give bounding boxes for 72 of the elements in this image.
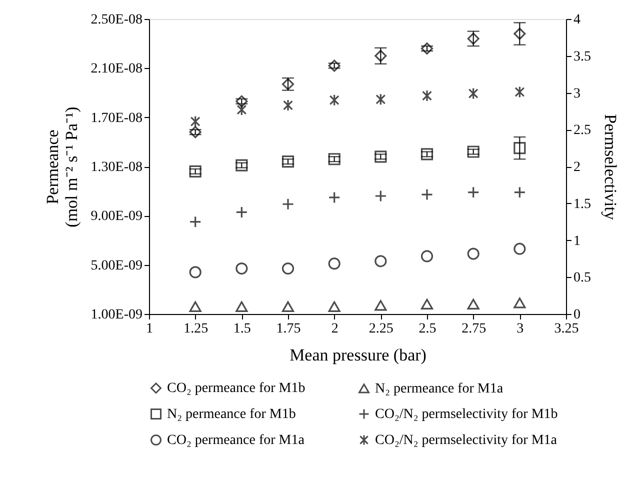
x-tick-label: 2.5 [418,322,436,336]
point [420,298,434,310]
y-tick-label: 1.70E-08 [90,110,142,126]
legend-label: CO₂/N₂ permselectivity for M1b [375,407,558,422]
point [236,301,248,312]
x-tick-label: 1.5 [233,322,251,336]
point [236,95,248,108]
point [189,301,202,312]
x-tick-label: 1.25 [184,322,208,336]
x-tick-label: 3.25 [554,322,579,336]
y-tick-label: 5.00E-09 [90,258,142,274]
point [468,87,478,100]
legend-label: N₂ permeance for M1b [167,407,296,422]
x-tick-label: 1.75 [276,322,301,336]
y-tick-label: 2.10E-08 [90,62,142,77]
point [329,94,340,106]
legend-label: CO₂ permeance for M1a [167,433,306,448]
point [467,248,480,260]
point [283,99,293,112]
point [467,146,480,158]
point [328,301,340,312]
y2-tick-label: 0 [574,308,580,322]
x-axis-title: Mean pressure (bar) [290,346,426,364]
y2-tick-label: 1 [574,234,580,249]
y2-axis-title: Permselectivity [601,114,620,220]
legend-label: CO₂ permeance for M1b [167,381,306,396]
y-tick-label: 1.30E-08 [90,160,142,175]
x-tick-label: 2 [331,322,338,336]
legend-label: CO₂/N₂ permselectivity for M1a [375,433,558,448]
x-tick-label: 3 [516,322,524,336]
point [282,156,294,168]
y2-tick-label: 3.5 [574,49,591,64]
point [374,50,387,62]
x-tick-label: 2.25 [368,322,394,336]
y-tick-label: 2.50E-08 [90,12,142,28]
y2-tick-label: 4 [574,12,580,28]
legend-label: N₂ permeance for M1a [375,381,504,396]
x-tick-label: 1 [146,322,153,336]
point [190,115,200,128]
x-tick-label: 2.75 [462,322,486,336]
point [236,262,248,275]
point [374,255,387,268]
point [236,159,248,172]
y-tick-label: 9.00E-09 [90,209,142,224]
point [328,258,340,270]
point [420,250,434,262]
y2-tick-label: 2 [574,160,580,175]
y2-tick-label: 2.5 [574,123,591,138]
point [420,42,434,55]
point [328,153,340,166]
point [282,301,294,312]
y-axis-title: Permeance (mol m⁻² s⁻¹ Pa⁻¹) [42,106,81,228]
point [328,60,340,72]
point [374,150,387,163]
point [374,300,387,311]
point [514,86,525,98]
point [422,90,432,102]
point [282,262,294,275]
point [189,126,202,138]
y-tick-label: 1.00E-09 [90,308,142,322]
y2-tick-label: 3 [574,86,580,102]
y2-tick-label: 1.5 [574,196,591,212]
point [514,142,526,154]
point [514,242,526,255]
point [376,93,386,106]
point [514,28,526,40]
point [420,148,434,160]
point [514,298,526,308]
point [467,298,480,310]
y2-tick-label: 0.5 [574,270,591,286]
point [189,266,202,278]
point [189,165,202,178]
